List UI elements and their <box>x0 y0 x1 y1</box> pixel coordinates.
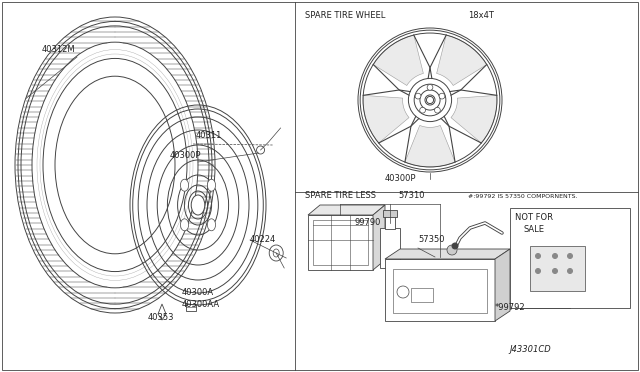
Text: 40311: 40311 <box>196 131 222 140</box>
Polygon shape <box>308 205 385 215</box>
Text: 40300P: 40300P <box>170 151 202 160</box>
Circle shape <box>435 107 440 113</box>
Circle shape <box>439 93 445 99</box>
Circle shape <box>536 269 541 273</box>
Text: *99792: *99792 <box>495 303 525 312</box>
Ellipse shape <box>207 179 216 191</box>
Circle shape <box>397 286 409 298</box>
Polygon shape <box>373 35 424 86</box>
Text: 57350: 57350 <box>418 235 445 244</box>
Polygon shape <box>373 205 385 270</box>
Ellipse shape <box>207 219 216 231</box>
Polygon shape <box>451 95 497 143</box>
Polygon shape <box>158 304 166 320</box>
Circle shape <box>452 243 458 249</box>
Polygon shape <box>385 259 495 321</box>
Text: 40300AA: 40300AA <box>182 300 220 309</box>
Ellipse shape <box>269 245 283 261</box>
Text: SALE: SALE <box>524 225 545 234</box>
Text: 57310: 57310 <box>398 191 424 200</box>
Text: 40300A: 40300A <box>182 288 214 297</box>
Polygon shape <box>495 249 510 321</box>
Bar <box>510 208 630 308</box>
Bar <box>380 228 400 268</box>
Circle shape <box>420 107 426 113</box>
Bar <box>186 304 196 311</box>
Bar <box>313 220 368 265</box>
Text: 40312M: 40312M <box>42 45 76 54</box>
Bar <box>383 210 397 217</box>
Circle shape <box>552 269 557 273</box>
Polygon shape <box>385 249 510 259</box>
Ellipse shape <box>180 219 189 231</box>
Text: 99790: 99790 <box>355 218 381 227</box>
Text: 40300P: 40300P <box>384 174 416 183</box>
Circle shape <box>415 93 421 99</box>
Circle shape <box>568 269 573 273</box>
Text: SPARE TIRE LESS: SPARE TIRE LESS <box>305 191 376 200</box>
Bar <box>393 269 487 313</box>
Text: NOT FOR: NOT FOR <box>515 213 553 222</box>
Bar <box>385 216 395 229</box>
Circle shape <box>536 253 541 259</box>
Text: 40353: 40353 <box>148 313 175 322</box>
Ellipse shape <box>180 179 189 191</box>
Polygon shape <box>308 215 373 270</box>
Text: J43301CD: J43301CD <box>509 345 551 354</box>
Ellipse shape <box>191 195 205 215</box>
Bar <box>530 246 585 291</box>
Text: 40224: 40224 <box>250 235 276 244</box>
Circle shape <box>257 146 264 154</box>
Polygon shape <box>363 95 409 143</box>
Bar <box>411 288 433 302</box>
Circle shape <box>427 84 433 90</box>
Circle shape <box>426 96 434 103</box>
Polygon shape <box>405 125 455 167</box>
Text: SPARE TIRE WHEEL: SPARE TIRE WHEEL <box>305 11 385 20</box>
Text: #:99792 IS 57350 COMPORNENTS.: #:99792 IS 57350 COMPORNENTS. <box>468 194 577 199</box>
Polygon shape <box>436 35 487 86</box>
Circle shape <box>568 253 573 259</box>
Circle shape <box>552 253 557 259</box>
Circle shape <box>447 245 457 255</box>
Text: 18x4T: 18x4T <box>468 11 494 20</box>
